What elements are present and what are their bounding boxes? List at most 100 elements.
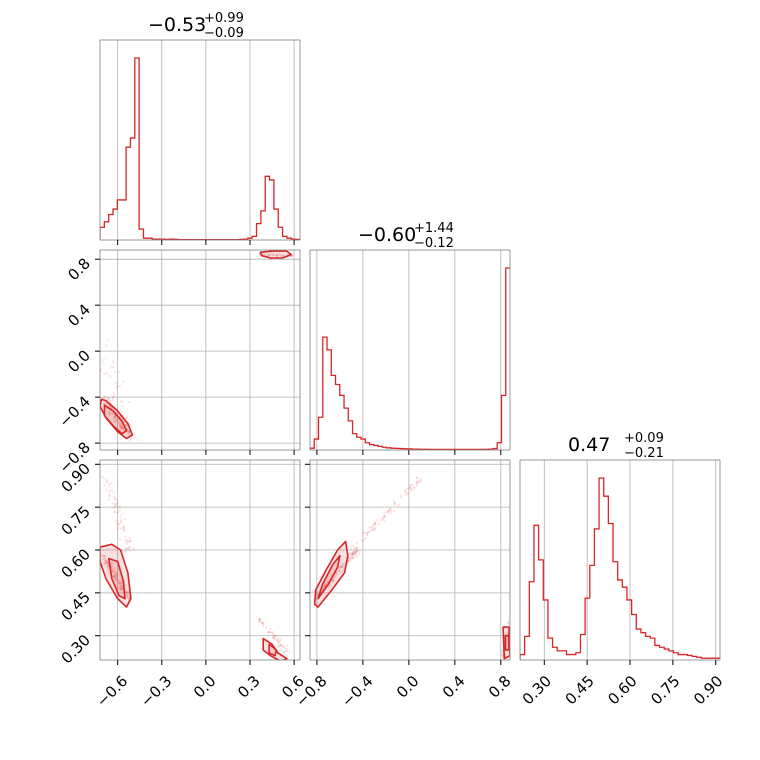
sample-point: [386, 511, 389, 514]
sample-point: [106, 480, 109, 483]
sample-point: [351, 556, 354, 559]
sample-point: [341, 569, 344, 573]
sample-point: [409, 486, 413, 489]
sample-point: [283, 653, 286, 656]
sample-point: [117, 418, 120, 421]
sample-point: [328, 584, 331, 587]
sample-point: [118, 586, 121, 589]
sample-point: [267, 630, 270, 633]
sample-point: [352, 557, 355, 560]
sample-point: [275, 253, 278, 256]
sample-point: [118, 371, 121, 374]
sample-point: [119, 400, 122, 403]
sample-point: [280, 644, 283, 647]
sample-point: [116, 511, 119, 514]
sample-point: [117, 580, 120, 584]
sample-point: [101, 362, 104, 365]
sample-point: [323, 583, 327, 586]
sample-point: [113, 504, 116, 507]
sample-point: [341, 562, 344, 566]
sample-point: [133, 433, 136, 436]
sample-point: [269, 627, 272, 631]
sample-point: [324, 583, 327, 587]
sample-point: [415, 482, 418, 485]
sample-point: [355, 547, 358, 550]
sample-point: [122, 427, 125, 430]
sample-point: [119, 588, 122, 591]
sample-point: [501, 655, 504, 659]
sample-point: [114, 579, 117, 582]
sample-point: [121, 405, 124, 408]
sample-point: [128, 545, 131, 549]
panel-content: [94, 250, 300, 450]
sample-point: [104, 559, 107, 562]
sample-point: [353, 552, 356, 555]
sample-point: [119, 582, 122, 585]
sample-point: [381, 517, 384, 521]
sample-point: [128, 548, 131, 551]
sample-point: [349, 552, 352, 555]
y-tick-label: 0.4: [64, 300, 94, 330]
x-tick-label: 0.0: [393, 672, 423, 702]
sample-point: [262, 622, 265, 626]
sample-point: [116, 578, 119, 581]
sample-point: [111, 569, 115, 572]
density-contour: [504, 634, 510, 651]
sample-point: [273, 635, 276, 638]
density-contour: [108, 557, 126, 600]
sample-point: [417, 479, 420, 482]
sample-point: [326, 580, 329, 583]
sample-point: [118, 505, 122, 508]
density-contour: [100, 398, 134, 440]
sample-point: [119, 424, 123, 427]
sample-point: [365, 534, 369, 537]
sample-point: [272, 636, 275, 639]
sample-point: [340, 565, 343, 569]
sample-point: [123, 421, 126, 424]
sample-point: [112, 417, 115, 420]
sample-point: [114, 498, 117, 501]
sample-point: [259, 619, 262, 623]
sample-point: [120, 588, 123, 591]
sample-point: [275, 254, 278, 257]
panel-frame: [99, 249, 301, 451]
sample-point: [113, 510, 116, 514]
sample-point: [104, 357, 107, 360]
sample-point: [415, 480, 418, 483]
sample-point: [109, 399, 112, 402]
sample-point: [352, 553, 355, 556]
sample-point: [116, 418, 119, 421]
sample-point: [358, 550, 361, 553]
sample-point: [115, 386, 118, 389]
y-tick-label: 0.8: [64, 254, 94, 284]
sample-point: [94, 347, 96, 349]
sample-point: [286, 644, 289, 647]
sample-point: [101, 554, 104, 557]
sample-point: [362, 531, 365, 534]
sample-point: [271, 632, 274, 635]
sample-point: [132, 547, 135, 550]
panel-content: [100, 460, 300, 660]
sample-point: [102, 401, 105, 405]
sample-point: [107, 339, 110, 342]
sample-point: [381, 516, 384, 520]
sample-point: [501, 649, 504, 653]
sample-point: [128, 540, 131, 543]
sample-point: [276, 255, 279, 258]
panel-title-value: −0.60: [358, 224, 416, 246]
sample-point: [105, 559, 108, 563]
sample-point: [388, 508, 391, 512]
sample-point: [122, 380, 125, 383]
sample-point: [405, 491, 408, 494]
sample-point: [267, 254, 270, 257]
sample-point: [119, 527, 122, 530]
sample-point: [104, 559, 107, 563]
sample-point: [351, 551, 354, 554]
sample-point: [125, 423, 128, 426]
sample-point: [127, 430, 130, 433]
sample-point: [125, 433, 128, 436]
sample-point: [127, 429, 131, 432]
sample-point: [280, 254, 283, 257]
sample-point: [110, 565, 113, 568]
sample-point: [274, 634, 277, 637]
